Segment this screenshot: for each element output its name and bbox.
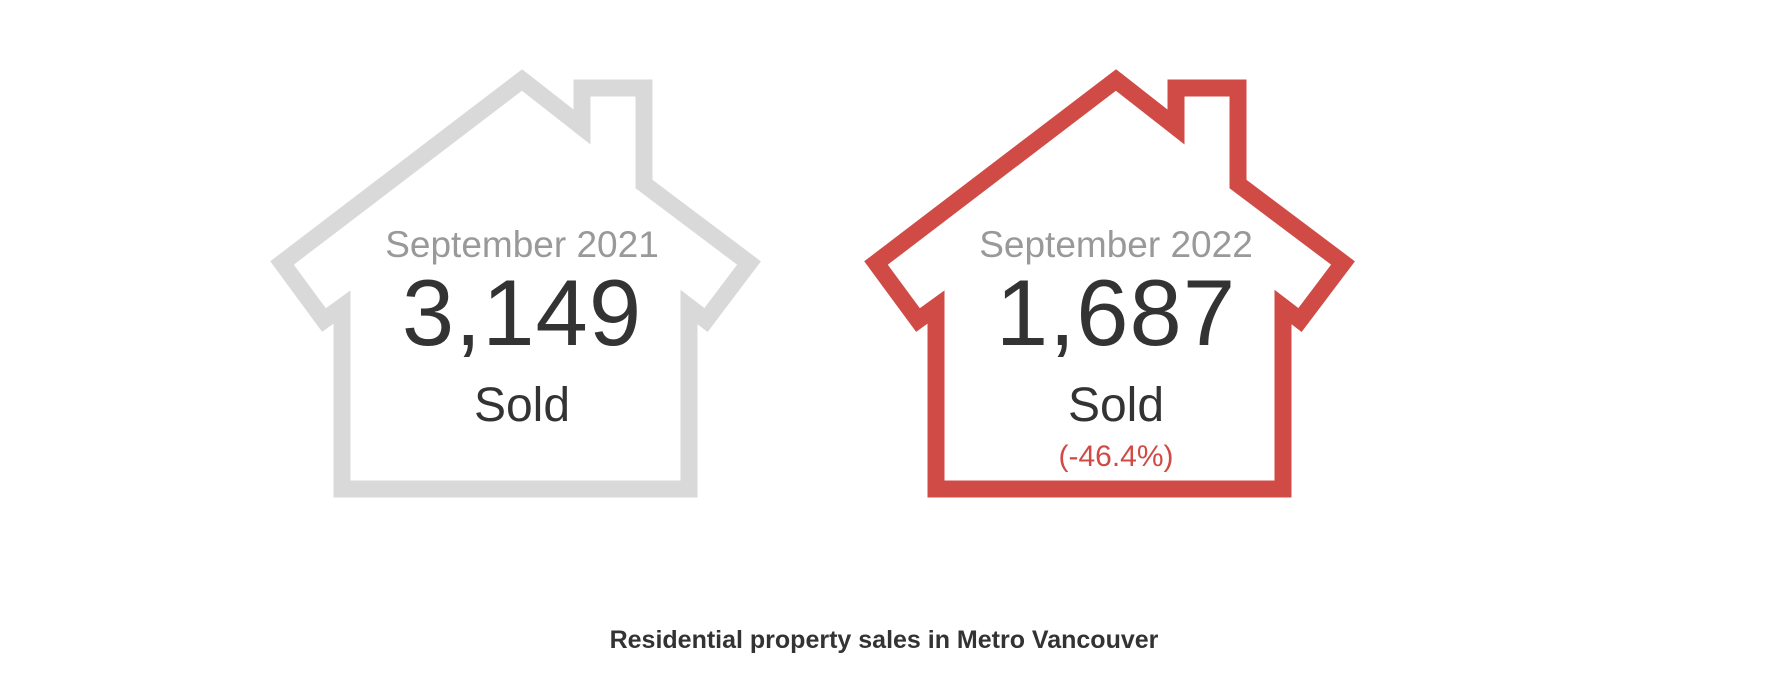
sold-label: Sold bbox=[473, 379, 571, 432]
chart-caption: Residential property sales in Metro Vanc… bbox=[609, 626, 1159, 654]
house-outline-icon bbox=[864, 69, 1355, 498]
sold-count: 3,149 bbox=[401, 260, 643, 365]
house-outline-icon bbox=[270, 69, 761, 498]
sold-label: Sold bbox=[1067, 379, 1165, 432]
period-label: September 2022 bbox=[979, 224, 1253, 265]
house-card-2022: September 2022 1,687 Sold (-46.4%) bbox=[864, 69, 1356, 570]
house-card-2021: September 2021 3,149 Sold bbox=[270, 69, 762, 570]
house-outline-2022 bbox=[864, 69, 1355, 498]
sold-count: 1,687 bbox=[995, 260, 1237, 365]
period-label: September 2021 bbox=[385, 224, 659, 265]
house-outline-2021 bbox=[270, 69, 761, 498]
change-label: (-46.4%) bbox=[1058, 440, 1174, 473]
